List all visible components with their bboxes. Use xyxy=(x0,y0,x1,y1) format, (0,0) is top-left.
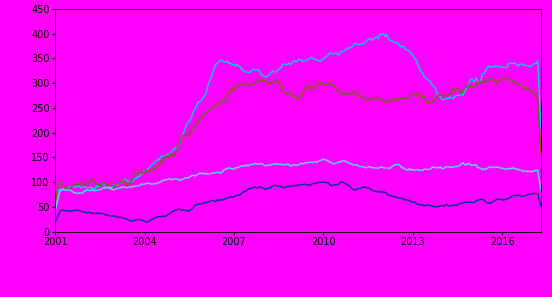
Toodyay xyxy=(494,65,501,68)
York - Beverley xyxy=(349,92,356,95)
Line: Merredin: Merredin xyxy=(55,159,541,211)
York - Beverley xyxy=(461,86,468,89)
Mukinbudin xyxy=(344,183,351,187)
Mukinbudin xyxy=(465,200,471,204)
Merredin xyxy=(343,160,349,164)
York - Beverley xyxy=(52,203,59,206)
Merredin xyxy=(538,189,544,192)
Toodyay xyxy=(52,206,59,209)
Toodyay xyxy=(349,45,356,48)
Toodyay xyxy=(341,49,348,53)
York - Beverley xyxy=(538,151,544,154)
York - Beverley xyxy=(54,192,60,196)
Merredin xyxy=(54,202,60,206)
Line: Mukinbudin: Mukinbudin xyxy=(55,182,541,222)
Mukinbudin xyxy=(54,216,60,220)
Mukinbudin xyxy=(338,180,344,184)
York - Beverley xyxy=(339,93,346,96)
Line: York - Beverley: York - Beverley xyxy=(55,78,541,205)
Line: Toodyay: Toodyay xyxy=(55,34,541,207)
Merredin xyxy=(463,163,470,167)
York - Beverley xyxy=(502,76,508,80)
Merredin xyxy=(494,166,501,169)
York - Beverley xyxy=(492,80,499,84)
Toodyay xyxy=(339,50,346,53)
York - Beverley xyxy=(341,91,348,95)
Mukinbudin xyxy=(495,198,502,201)
Toodyay xyxy=(538,127,544,130)
Mukinbudin xyxy=(538,204,544,208)
Toodyay xyxy=(377,32,384,36)
Toodyay xyxy=(54,196,60,200)
Merredin xyxy=(52,209,59,213)
Mukinbudin xyxy=(52,220,59,223)
Merredin xyxy=(351,163,358,167)
Mukinbudin xyxy=(343,182,349,186)
Mukinbudin xyxy=(145,220,151,224)
Mukinbudin xyxy=(352,188,359,192)
Merredin xyxy=(320,157,327,161)
Toodyay xyxy=(463,87,470,91)
Merredin xyxy=(341,159,348,162)
